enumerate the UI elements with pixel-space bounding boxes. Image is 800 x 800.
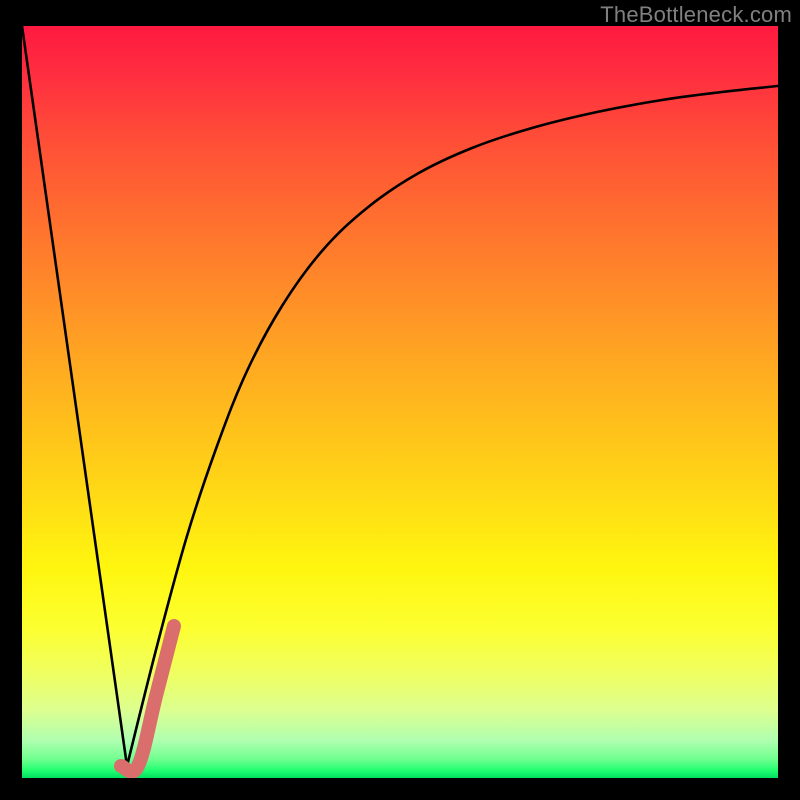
watermark-text: TheBottleneck.com: [600, 2, 792, 28]
curve-layer: [22, 26, 778, 778]
series-v-line-left: [22, 26, 127, 766]
chart-container: { "watermark": "TheBottleneck.com", "cha…: [0, 0, 800, 800]
plot-area: [22, 26, 778, 778]
series-highlight-segment: [121, 626, 174, 772]
plot-inner: [22, 26, 778, 778]
series-main-curve: [127, 86, 778, 766]
